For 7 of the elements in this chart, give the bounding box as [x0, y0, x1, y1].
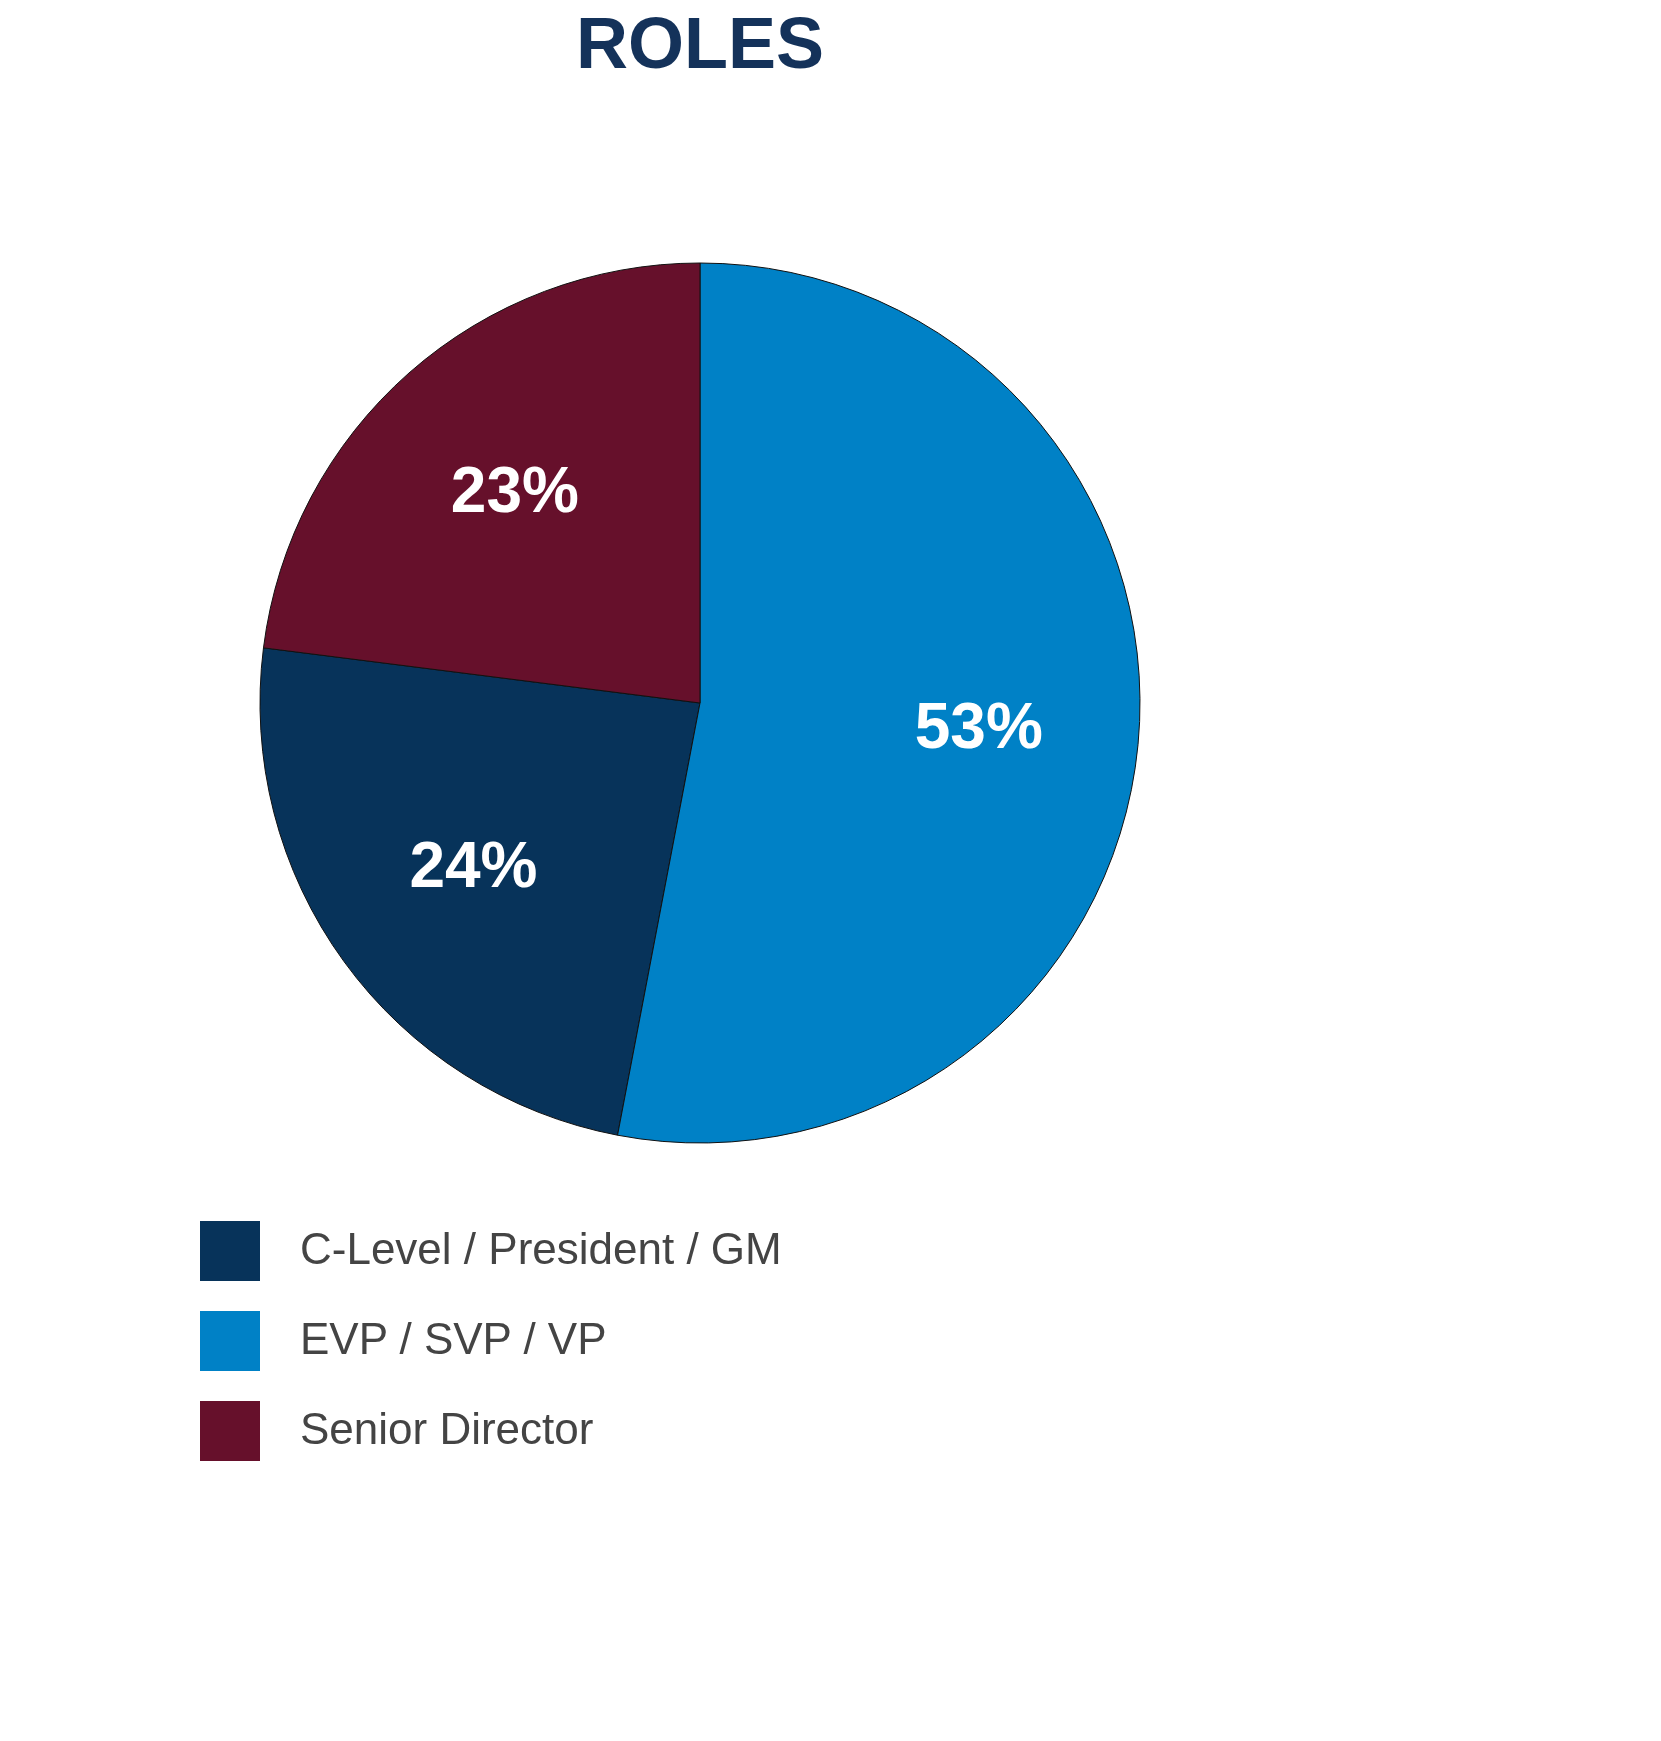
data-label: 24%: [409, 828, 538, 901]
chart-title: ROLES: [575, 3, 825, 83]
data-label: 53%: [914, 690, 1043, 763]
legend-label: Senior Director: [300, 1404, 594, 1453]
legend-label: C-Level / President / GM: [300, 1224, 782, 1273]
data-label: 23%: [450, 453, 579, 526]
legend-label: EVP / SVP / VP: [300, 1314, 607, 1363]
